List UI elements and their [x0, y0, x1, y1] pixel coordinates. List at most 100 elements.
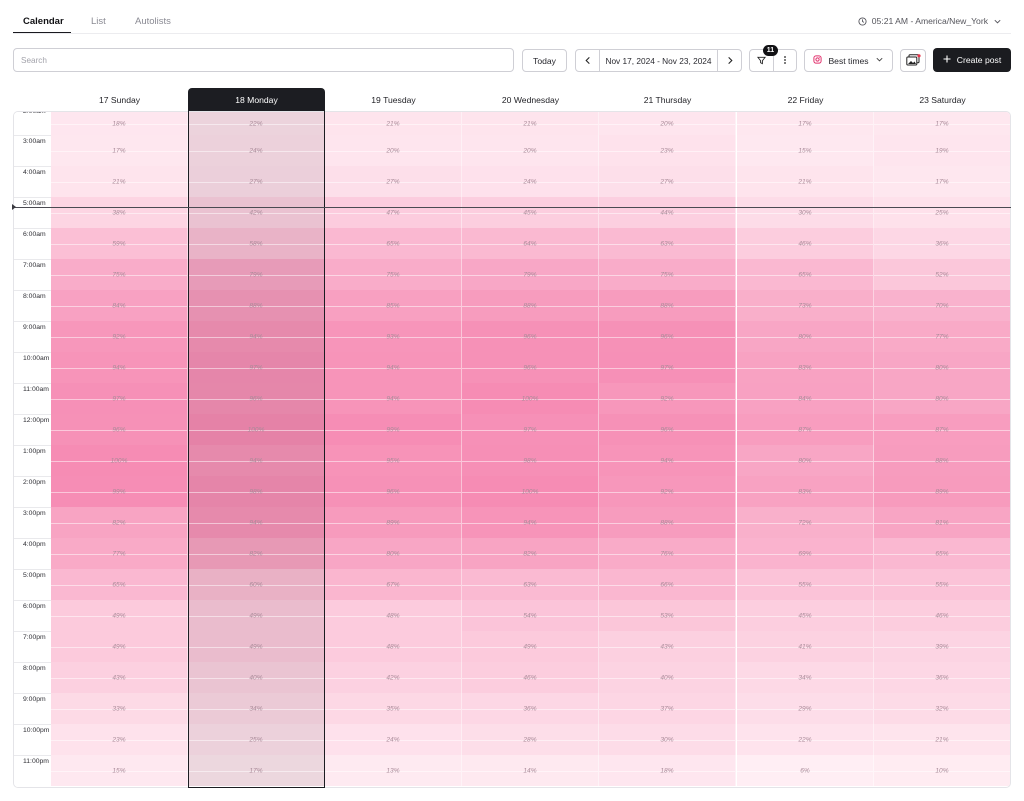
time-slot-cell[interactable]: 46%: [874, 600, 1010, 631]
time-slot-cell[interactable]: 39%: [874, 631, 1010, 662]
time-slot-cell[interactable]: 24%: [325, 724, 462, 755]
time-slot-cell[interactable]: 88%: [874, 445, 1010, 476]
time-slot-cell[interactable]: 92%: [599, 383, 736, 414]
time-slot-cell[interactable]: 76%: [599, 538, 736, 569]
time-slot-cell[interactable]: 27%: [325, 166, 462, 197]
time-slot-cell[interactable]: 81%: [874, 507, 1010, 538]
time-slot-cell[interactable]: 48%: [325, 631, 462, 662]
day-header-0[interactable]: 17 Sunday: [98, 94, 141, 105]
time-slot-cell[interactable]: 88%: [599, 290, 736, 321]
time-slot-cell[interactable]: 21%: [874, 724, 1010, 755]
time-slot-cell[interactable]: 99%: [51, 476, 188, 507]
time-slot-cell[interactable]: 20%: [462, 135, 599, 166]
time-slot-cell[interactable]: 92%: [51, 321, 188, 352]
day-header-5[interactable]: 22 Friday: [787, 94, 824, 105]
media-library-button[interactable]: [900, 49, 926, 72]
time-slot-cell[interactable]: 23%: [599, 135, 736, 166]
time-slot-cell[interactable]: 98%: [462, 445, 599, 476]
time-slot-cell[interactable]: 46%: [737, 228, 874, 259]
time-slot-cell[interactable]: 47%: [325, 197, 462, 228]
time-slot-cell[interactable]: 100%: [462, 476, 599, 507]
time-slot-cell[interactable]: 100%: [188, 414, 325, 445]
time-slot-cell[interactable]: 27%: [188, 166, 325, 197]
time-slot-cell[interactable]: 65%: [737, 259, 874, 290]
time-slot-cell[interactable]: 88%: [188, 290, 325, 321]
time-slot-cell[interactable]: 94%: [188, 507, 325, 538]
time-slot-cell[interactable]: 49%: [51, 631, 188, 662]
time-slot-cell[interactable]: 21%: [737, 166, 874, 197]
time-slot-cell[interactable]: 17%: [737, 112, 874, 135]
time-slot-cell[interactable]: 60%: [188, 569, 325, 600]
time-slot-cell[interactable]: 32%: [874, 693, 1010, 724]
time-slot-cell[interactable]: 33%: [51, 693, 188, 724]
time-slot-cell[interactable]: 49%: [188, 600, 325, 631]
time-slot-cell[interactable]: 97%: [51, 383, 188, 414]
time-slot-cell[interactable]: 67%: [325, 569, 462, 600]
time-slot-cell[interactable]: 96%: [325, 476, 462, 507]
time-slot-cell[interactable]: 21%: [462, 112, 599, 135]
time-slot-cell[interactable]: 49%: [188, 631, 325, 662]
time-slot-cell[interactable]: 82%: [188, 538, 325, 569]
time-slot-cell[interactable]: 77%: [874, 321, 1010, 352]
time-slot-cell[interactable]: 30%: [599, 724, 736, 755]
next-week-button[interactable]: [718, 50, 741, 71]
tab-calendar[interactable]: Calendar: [23, 16, 64, 27]
time-slot-cell[interactable]: 22%: [737, 724, 874, 755]
time-slot-cell[interactable]: 22%: [188, 112, 325, 135]
time-slot-cell[interactable]: 29%: [737, 693, 874, 724]
day-header-6[interactable]: 23 Saturday: [919, 94, 966, 105]
time-slot-cell[interactable]: 82%: [462, 538, 599, 569]
time-slot-cell[interactable]: 44%: [599, 197, 736, 228]
prev-week-button[interactable]: [576, 50, 599, 71]
tab-autolists[interactable]: Autolists: [135, 16, 171, 27]
time-slot-cell[interactable]: 49%: [462, 631, 599, 662]
time-slot-cell[interactable]: 40%: [188, 662, 325, 693]
time-slot-cell[interactable]: 17%: [51, 135, 188, 166]
day-header-2[interactable]: 19 Tuesday: [371, 94, 416, 105]
time-slot-cell[interactable]: 96%: [599, 321, 736, 352]
time-slot-cell[interactable]: 38%: [51, 197, 188, 228]
time-slot-cell[interactable]: 34%: [188, 693, 325, 724]
time-slot-cell[interactable]: 17%: [874, 166, 1010, 197]
time-slot-cell[interactable]: 45%: [462, 197, 599, 228]
time-slot-cell[interactable]: 94%: [188, 445, 325, 476]
time-slot-cell[interactable]: 96%: [462, 352, 599, 383]
time-slot-cell[interactable]: 23%: [51, 724, 188, 755]
search-input[interactable]: [13, 48, 514, 72]
time-slot-cell[interactable]: 89%: [874, 476, 1010, 507]
time-slot-cell[interactable]: 79%: [462, 259, 599, 290]
time-slot-cell[interactable]: 77%: [51, 538, 188, 569]
time-slot-cell[interactable]: 54%: [462, 600, 599, 631]
time-slot-cell[interactable]: 89%: [325, 507, 462, 538]
time-slot-cell[interactable]: 97%: [188, 352, 325, 383]
time-slot-cell[interactable]: 15%: [51, 755, 188, 786]
time-slot-cell[interactable]: 46%: [462, 662, 599, 693]
time-slot-cell[interactable]: 79%: [188, 259, 325, 290]
time-slot-cell[interactable]: 82%: [51, 507, 188, 538]
time-slot-cell[interactable]: 96%: [599, 414, 736, 445]
time-slot-cell[interactable]: 96%: [462, 321, 599, 352]
time-slot-cell[interactable]: 18%: [599, 755, 736, 786]
time-slot-cell[interactable]: 75%: [51, 259, 188, 290]
time-slot-cell[interactable]: 36%: [462, 693, 599, 724]
time-slot-cell[interactable]: 100%: [462, 383, 599, 414]
time-slot-cell[interactable]: 75%: [325, 259, 462, 290]
time-slot-cell[interactable]: 80%: [737, 321, 874, 352]
time-slot-cell[interactable]: 66%: [599, 569, 736, 600]
time-slot-cell[interactable]: 94%: [188, 321, 325, 352]
time-slot-cell[interactable]: 21%: [51, 166, 188, 197]
time-slot-cell[interactable]: 65%: [874, 538, 1010, 569]
time-slot-cell[interactable]: 64%: [462, 228, 599, 259]
tab-list[interactable]: List: [91, 16, 106, 27]
day-header-1[interactable]: 18 Monday: [188, 88, 325, 111]
time-slot-cell[interactable]: 53%: [599, 600, 736, 631]
time-slot-cell[interactable]: 70%: [874, 290, 1010, 321]
time-slot-cell[interactable]: 84%: [51, 290, 188, 321]
time-slot-cell[interactable]: 13%: [325, 755, 462, 786]
time-slot-cell[interactable]: 15%: [737, 135, 874, 166]
time-slot-cell[interactable]: 27%: [599, 166, 736, 197]
filter-button[interactable]: [750, 50, 774, 71]
time-slot-cell[interactable]: 65%: [51, 569, 188, 600]
time-slot-cell[interactable]: 69%: [737, 538, 874, 569]
time-slot-cell[interactable]: 17%: [188, 755, 325, 786]
